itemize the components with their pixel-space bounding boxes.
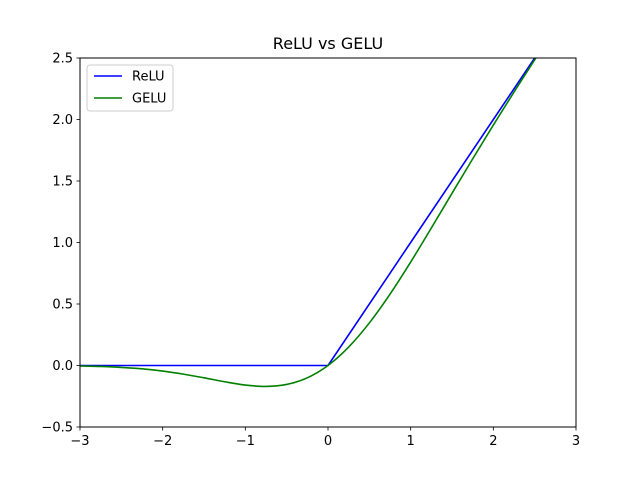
x-tick-label: −2 bbox=[153, 434, 172, 449]
y-tick-label: 0.0 bbox=[52, 359, 73, 374]
legend: ReLU GELU bbox=[86, 64, 174, 112]
legend-label-relu: ReLU bbox=[132, 70, 165, 85]
x-tick-label: 0 bbox=[324, 434, 332, 449]
y-tick-label: 1.5 bbox=[52, 175, 73, 190]
x-tick-label: 2 bbox=[489, 434, 497, 449]
x-tick-label: −3 bbox=[70, 434, 89, 449]
y-tick-label: 2.5 bbox=[52, 52, 73, 67]
chart-title: ReLU vs GELU bbox=[273, 34, 383, 53]
y-tick-label: 0.5 bbox=[52, 298, 73, 313]
y-tick-label: −0.5 bbox=[41, 421, 73, 436]
x-tick-label: 1 bbox=[407, 434, 415, 449]
x-tick-label: −1 bbox=[236, 434, 255, 449]
x-tick-label: 3 bbox=[572, 434, 580, 449]
y-tick-label: 1.0 bbox=[52, 236, 73, 251]
series-line-gelu bbox=[80, 58, 537, 388]
legend-label-gelu: GELU bbox=[132, 92, 166, 107]
y-tick-label: 2.0 bbox=[52, 113, 73, 128]
